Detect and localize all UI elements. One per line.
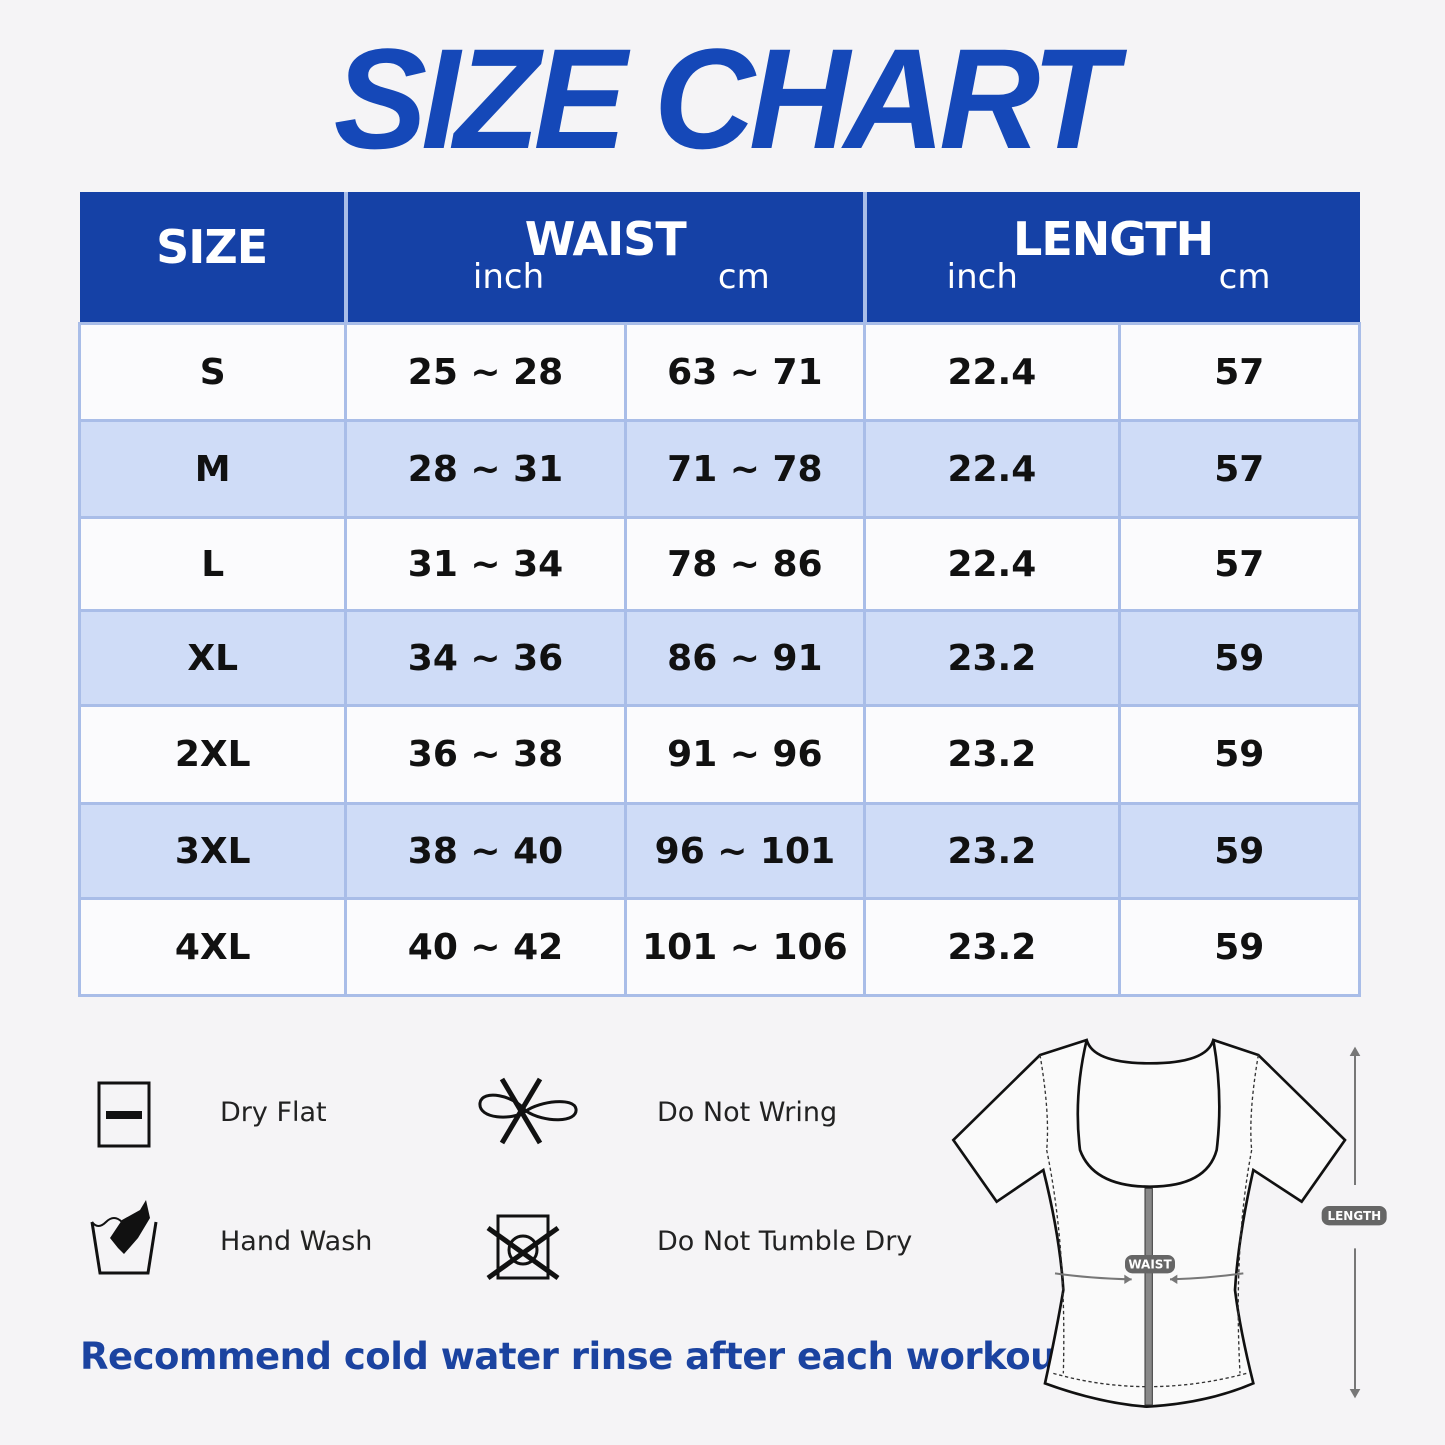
cell-size: 3XL — [77, 802, 348, 900]
cell-waist-inch: 31 ~ 34 — [344, 516, 627, 612]
cell-length-cm: 57 — [1117, 322, 1362, 422]
cell-waist-cm: 91 ~ 96 — [623, 704, 867, 805]
header-size: SIZE — [79, 192, 348, 324]
cell-waist-cm: 78 ~ 86 — [623, 516, 867, 612]
garment-diagram: WAIST LENGTH — [951, 1038, 1387, 1409]
cell-waist-inch: 38 ~ 40 — [344, 802, 627, 900]
cell-length-inch: 22.4 — [863, 419, 1121, 519]
cell-length-inch: 22.4 — [863, 516, 1121, 612]
header-length: LENGTH inch cm — [864, 192, 1360, 324]
cell-length-cm: 57 — [1117, 419, 1362, 519]
cell-waist-cm: 96 ~ 101 — [623, 802, 867, 900]
header-size-label: SIZE — [156, 220, 268, 274]
care-label-hand-wash: Hand Wash — [220, 1226, 373, 1257]
cell-waist-inch: 25 ~ 28 — [344, 322, 627, 422]
cell-length-inch: 23.2 — [863, 897, 1121, 997]
cell-length-cm: 59 — [1117, 802, 1362, 900]
cell-length-inch: 23.2 — [863, 802, 1121, 900]
cell-length-cm: 57 — [1117, 516, 1362, 612]
cell-length-inch: 22.4 — [863, 322, 1121, 422]
waist-badge — [1125, 1255, 1175, 1274]
cell-waist-inch: 40 ~ 42 — [344, 897, 627, 997]
header-waist-inch: inch — [472, 257, 545, 297]
cell-waist-cm: 101 ~ 106 — [623, 897, 867, 997]
waist-label: WAIST — [1128, 1257, 1172, 1271]
page-title: SIZE CHART — [333, 18, 1117, 179]
table-row: XL 34 ~ 36 86 ~ 91 23.2 59 — [77, 609, 1362, 707]
care-label-do-not-wring: Do Not Wring — [657, 1097, 838, 1128]
header-waist: WAIST inch cm — [345, 192, 867, 324]
cell-waist-inch: 34 ~ 36 — [344, 609, 627, 707]
cell-waist-cm: 63 ~ 71 — [623, 322, 867, 422]
cell-size: M — [77, 419, 348, 519]
cell-size: 2XL — [77, 704, 348, 805]
header-length-label: LENGTH — [1013, 212, 1214, 266]
table-row: S 25 ~ 28 63 ~ 71 22.4 57 — [77, 322, 1362, 422]
care-label-dry-flat: Dry Flat — [220, 1097, 327, 1128]
length-badge — [1321, 1206, 1387, 1226]
cell-length-cm: 59 — [1117, 704, 1362, 805]
cell-waist-cm: 71 ~ 78 — [623, 419, 867, 519]
care-label-do-not-tumble-dry: Do Not Tumble Dry — [657, 1226, 913, 1257]
cell-length-inch: 23.2 — [863, 704, 1121, 805]
cell-waist-cm: 86 ~ 91 — [623, 609, 867, 707]
cell-waist-inch: 36 ~ 38 — [344, 704, 627, 805]
cell-size: XL — [77, 609, 348, 707]
cell-length-cm: 59 — [1117, 609, 1362, 707]
cell-size: 4XL — [77, 897, 348, 997]
cell-size: L — [77, 516, 348, 612]
zipper — [1144, 1187, 1153, 1406]
do-not-tumble-dry-icon — [486, 1214, 560, 1281]
cell-waist-inch: 28 ~ 31 — [344, 419, 627, 519]
care-note: Recommend cold water rinse after each wo… — [80, 1335, 1087, 1378]
dry-flat-icon — [97, 1081, 151, 1148]
cell-length-cm: 59 — [1117, 897, 1362, 997]
table-row: M 28 ~ 31 71 ~ 78 22.4 57 — [77, 419, 1362, 519]
length-label: LENGTH — [1327, 1209, 1381, 1223]
neckline — [1076, 1039, 1221, 1189]
hand-wash-icon — [90, 1200, 158, 1275]
header-length-cm: cm — [1218, 257, 1271, 297]
table-header-row: SIZE WAIST inch cm LENGTH inch cm — [79, 192, 1360, 324]
table-row: 2XL 36 ~ 38 91 ~ 96 23.2 59 — [77, 704, 1362, 805]
table-row: 4XL 40 ~ 42 101 ~ 106 23.2 59 — [77, 897, 1362, 997]
header-waist-label: WAIST — [524, 212, 687, 266]
cell-length-inch: 23.2 — [863, 609, 1121, 707]
size-table: SIZE WAIST inch cm LENGTH inch cm S 25 ~ … — [77, 192, 1362, 997]
header-length-inch: inch — [946, 257, 1018, 297]
table-row: 3XL 38 ~ 40 96 ~ 101 23.2 59 — [77, 802, 1362, 900]
cell-size: S — [77, 322, 348, 422]
do-not-wring-icon — [478, 1077, 578, 1145]
table-row: L 31 ~ 34 78 ~ 86 22.4 57 — [77, 516, 1362, 612]
header-waist-cm: cm — [717, 257, 770, 297]
